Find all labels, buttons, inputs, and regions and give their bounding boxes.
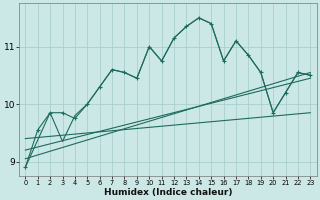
X-axis label: Humidex (Indice chaleur): Humidex (Indice chaleur) [104,188,232,197]
